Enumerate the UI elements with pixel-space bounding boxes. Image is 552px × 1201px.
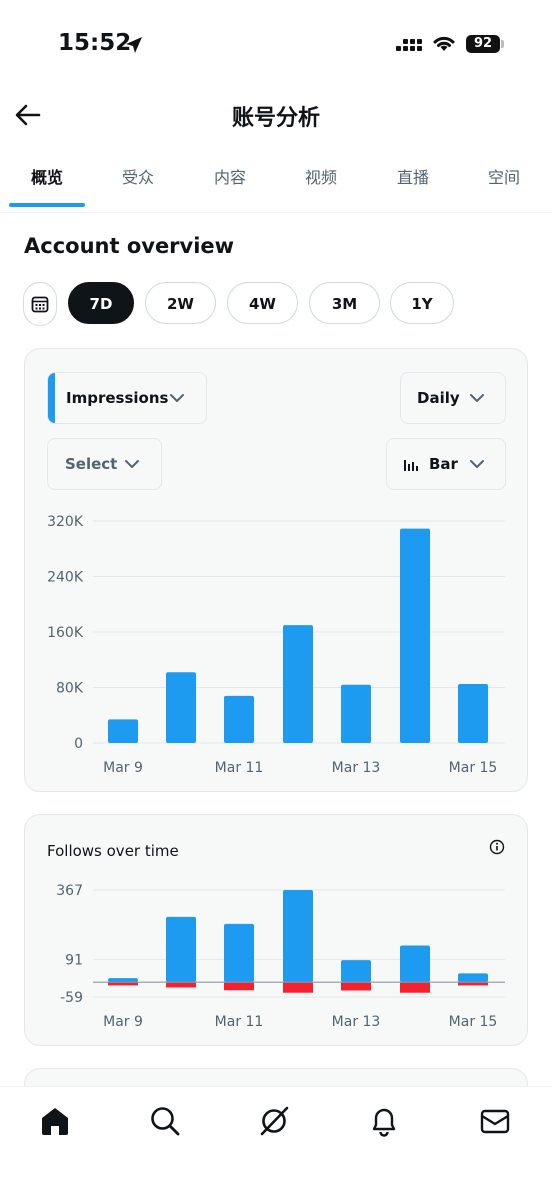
- bottom-nav: [0, 1086, 552, 1201]
- bar-positive: [166, 916, 196, 983]
- tab-bar: 概览 受众 内容 视频 直播 空间: [0, 160, 552, 213]
- metric-dropdown[interactable]: Impressions: [47, 372, 207, 424]
- bar-negative: [108, 982, 138, 986]
- x-tick-label: Mar 9: [103, 760, 143, 776]
- tab-overview[interactable]: 概览: [30, 168, 63, 187]
- calendar-icon: [31, 296, 49, 313]
- cellular-signal-icon: [396, 39, 422, 51]
- y-tick-label: 367: [56, 883, 83, 899]
- bar-positive: [108, 978, 138, 983]
- range-2w-button[interactable]: 2W: [145, 282, 216, 324]
- range-7d-button[interactable]: 7D: [68, 282, 134, 324]
- bar: [224, 695, 254, 743]
- status-time: 15:52: [58, 30, 132, 56]
- x-tick-label: Mar 15: [449, 1014, 498, 1030]
- metric-dropdown-label: Impressions: [66, 389, 169, 407]
- bar-positive: [341, 960, 371, 983]
- page-title: 账号分析: [231, 106, 320, 131]
- impressions-card: Impressions Daily Select Bar 320K 240K 160…: [24, 348, 528, 792]
- bar-negative: [166, 982, 196, 988]
- bar-negative: [458, 982, 488, 986]
- follows-card: Follows over time 367 91 -59 Mar 9 Mar 11 Mar…: [24, 814, 528, 1046]
- range-4w-button[interactable]: 4W: [227, 282, 298, 324]
- chevron-down-icon: [470, 394, 484, 402]
- bar-positive: [224, 923, 254, 983]
- compare-dropdown-label: Select: [65, 455, 118, 473]
- bar-negative: [283, 982, 313, 993]
- y-tick-label: 91: [65, 952, 83, 968]
- follows-bar-chart: 367 91 -59 Mar 9 Mar 11 Mar 13 Mar 15: [56, 883, 505, 1030]
- grok-icon[interactable]: [258, 1105, 290, 1137]
- search-icon[interactable]: [149, 1105, 181, 1137]
- chevron-down-icon: [470, 460, 484, 468]
- range-3m-button[interactable]: 3M: [309, 282, 380, 324]
- tab-content[interactable]: 内容: [213, 168, 246, 187]
- location-arrow-icon: [126, 37, 142, 53]
- status-bar: 15:52 92: [0, 0, 552, 90]
- chart-type-dropdown[interactable]: Bar: [386, 438, 506, 490]
- bar-positive: [283, 890, 313, 983]
- bar: [458, 684, 488, 743]
- bar-negative: [224, 982, 254, 991]
- battery-icon: [501, 40, 504, 48]
- notifications-bell-icon[interactable]: [368, 1105, 400, 1137]
- x-tick-label: Mar 13: [332, 1014, 381, 1030]
- bar-negative: [400, 982, 430, 993]
- bar: [108, 719, 138, 743]
- home-icon[interactable]: [39, 1105, 71, 1137]
- info-icon[interactable]: [489, 839, 505, 855]
- chart-type-label: Bar: [429, 455, 458, 473]
- y-tick-label: 320K: [47, 514, 84, 530]
- messages-mail-icon[interactable]: [479, 1105, 511, 1137]
- x-tick-label: Mar 13: [332, 760, 381, 776]
- back-arrow-icon[interactable]: [14, 101, 42, 129]
- wifi-icon: [433, 36, 455, 51]
- calendar-button[interactable]: [23, 282, 57, 326]
- bar-positive: [458, 973, 488, 983]
- y-tick-label: 0: [74, 736, 83, 752]
- metric-color-indicator: [48, 373, 55, 423]
- y-tick-label: 240K: [47, 570, 84, 586]
- tab-audience[interactable]: 受众: [121, 168, 154, 187]
- bar: [400, 528, 430, 743]
- x-tick-label: Mar 9: [103, 1014, 143, 1030]
- active-tab-indicator: [9, 203, 85, 207]
- chevron-down-icon: [170, 394, 184, 402]
- y-tick-label: 160K: [47, 625, 84, 641]
- tab-live[interactable]: 直播: [396, 168, 429, 187]
- compare-dropdown[interactable]: Select: [47, 438, 162, 490]
- bar-chart-icon: [404, 460, 418, 471]
- x-tick-label: Mar 15: [449, 760, 498, 776]
- chevron-down-icon: [125, 460, 139, 468]
- y-tick-label: -59: [60, 990, 83, 1006]
- bar-positive: [400, 945, 430, 983]
- range-1y-button[interactable]: 1Y: [390, 282, 454, 324]
- x-tick-label: Mar 11: [215, 1014, 264, 1030]
- tab-video[interactable]: 视频: [304, 168, 337, 187]
- battery-level: 92: [466, 35, 500, 53]
- bar-negative: [341, 982, 371, 991]
- bar: [166, 672, 196, 743]
- follows-card-title: Follows over time: [47, 842, 179, 860]
- tab-spaces[interactable]: 空间: [487, 168, 520, 187]
- interval-dropdown-label: Daily: [417, 389, 460, 407]
- bar: [283, 625, 313, 743]
- interval-dropdown[interactable]: Daily: [400, 372, 506, 424]
- section-title: Account overview: [24, 234, 235, 258]
- impressions-bar-chart: 320K 240K 160K 80K 0 Mar 9 Mar 11 Mar 13 Mar 15: [47, 514, 505, 776]
- y-tick-label: 80K: [56, 681, 84, 697]
- bar: [341, 684, 371, 743]
- x-tick-label: Mar 11: [215, 760, 264, 776]
